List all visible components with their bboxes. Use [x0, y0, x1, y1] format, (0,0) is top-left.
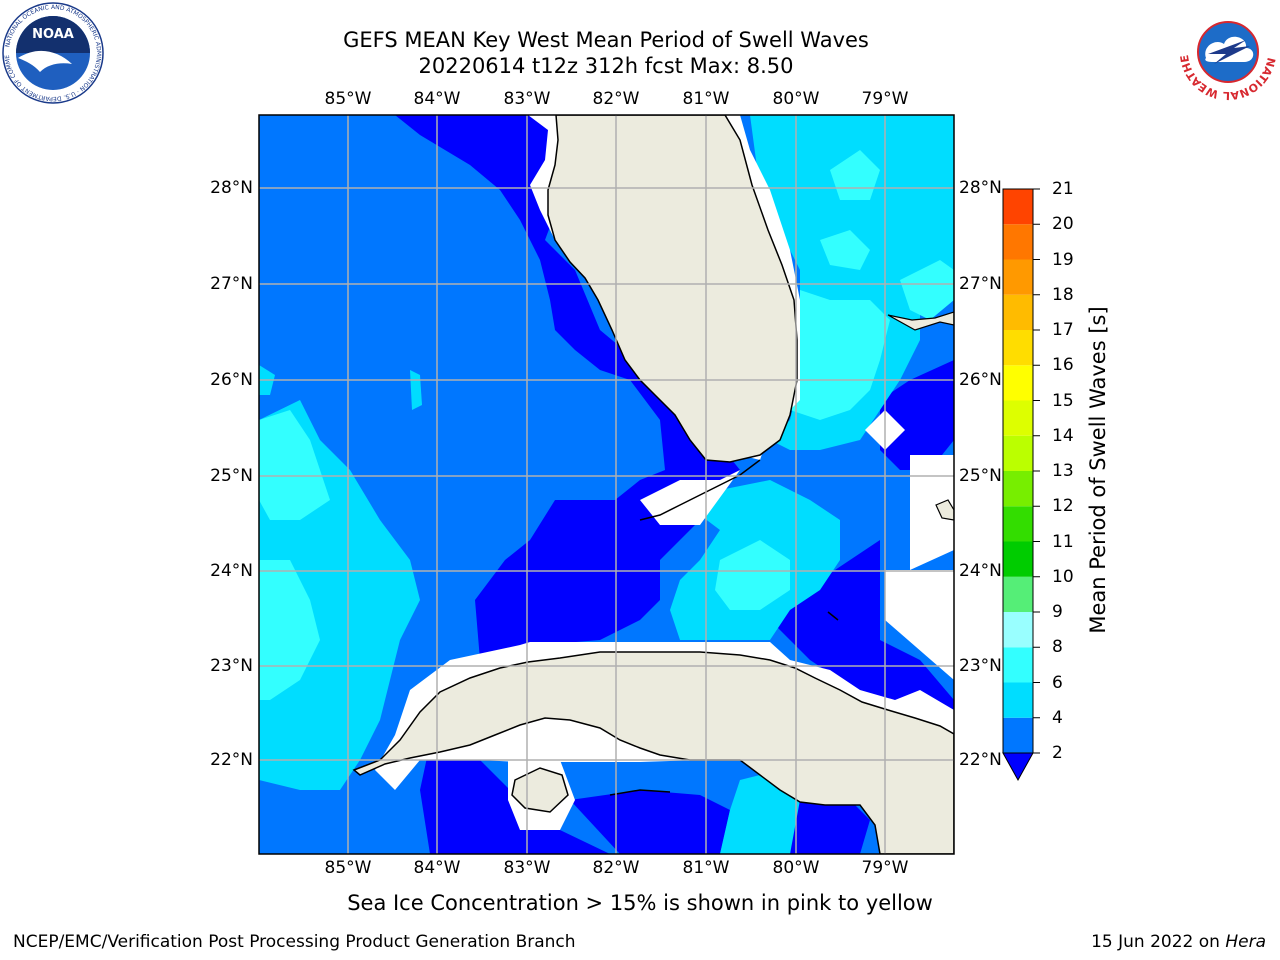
credit-host: Hera [1225, 932, 1266, 952]
lon-label-top: 81°W [682, 89, 730, 109]
colorbar-tick-label: 17 [1052, 320, 1074, 340]
credit-date-text: 15 Jun 2022 on [1091, 932, 1226, 952]
colorbar-tick-label: 21 [1052, 179, 1074, 199]
colorbar-tick-label: 14 [1052, 425, 1074, 446]
chart-title: GEFS MEAN Key West Mean Period of Swell … [343, 28, 869, 52]
nws-logo: NATIONAL WEATHER SERVICE [1178, 2, 1278, 102]
colorbar-segments [1003, 189, 1033, 753]
small-cay [827, 611, 839, 621]
lat-label-right: 24°N [959, 561, 1002, 581]
florida-land [547, 115, 798, 463]
colorbar-segment [1003, 576, 1033, 612]
colorbar-under-triangle [1002, 752, 1034, 782]
lon-label-bottom: 80°W [772, 858, 820, 878]
colorbar-tick-label: 6 [1052, 672, 1063, 693]
lat-label-left: 22°N [210, 750, 253, 770]
lon-label-bottom: 82°W [592, 858, 640, 878]
lat-label-left: 23°N [210, 656, 253, 676]
cuba-land [352, 651, 954, 854]
colorbar-segment [1003, 189, 1033, 225]
lat-label-left: 26°N [210, 370, 253, 390]
noaa-center-text: NOAA [32, 27, 74, 42]
credit-branch: NCEP/EMC/Verification Post Processing Pr… [13, 932, 576, 952]
colorbar-tick-label: 10 [1052, 566, 1074, 587]
florida-keys [639, 459, 761, 521]
colorbar-tick-label: 9 [1052, 602, 1063, 622]
colorbar-segment [1003, 400, 1033, 436]
colorbar-tick-label: 11 [1052, 531, 1074, 552]
isla-de-la-juventud [511, 767, 569, 813]
swell-field-6-8 [259, 150, 954, 700]
lon-label-bottom: 81°W [682, 858, 730, 878]
colorbar-tick-label: 18 [1052, 284, 1074, 305]
map-frame [258, 114, 955, 855]
lon-label-top: 85°W [324, 89, 372, 109]
colorbar-tick-label: 15 [1052, 390, 1074, 411]
lon-label-bottom: 85°W [324, 858, 372, 878]
colorbar-segment [1003, 541, 1033, 577]
lon-label-top: 84°W [413, 89, 461, 109]
colorbar-tick-label: 8 [1052, 637, 1063, 658]
lon-label-top: 83°W [503, 89, 551, 109]
colorbar-tick-label: 20 [1052, 214, 1074, 235]
colorbar-segment [1003, 682, 1033, 718]
colorbar-segment [1003, 365, 1033, 401]
colorbar-tick-label: 16 [1052, 355, 1074, 376]
lat-label-left: 27°N [210, 274, 253, 294]
map-gridlines [259, 115, 954, 854]
lat-label-left: 25°N [210, 466, 253, 486]
lon-label-top: 80°W [772, 89, 820, 109]
colorbar-segment [1003, 224, 1033, 260]
lon-label-bottom: 83°W [503, 858, 551, 878]
colorbar-label: Mean Period of Swell Waves [s] [1086, 306, 1110, 634]
sea-ice-note: Sea Ice Concentration > 15% is shown in … [0, 891, 1280, 915]
colorbar-segment [1003, 647, 1033, 683]
lon-label-bottom: 84°W [413, 858, 461, 878]
lat-label-right: 23°N [959, 656, 1002, 676]
colorbar-segment [1003, 330, 1033, 366]
colorbar-segment [1003, 506, 1033, 542]
sea-ice-note-text: Sea Ice Concentration > 15% is shown in … [347, 891, 933, 915]
colorbar-tick-label: 4 [1052, 707, 1063, 728]
colorbar-segment [1003, 717, 1033, 753]
lat-label-left: 28°N [210, 178, 253, 198]
noaa-logo: NATIONAL OCEANIC AND ATMOSPHERIC ADMINIS… [2, 2, 104, 104]
colorbar-tick-label: 13 [1052, 461, 1074, 481]
lon-label-top: 82°W [592, 89, 640, 109]
lat-label-right: 27°N [959, 274, 1002, 294]
lat-label-right: 28°N [959, 178, 1002, 198]
bahamas-land [887, 311, 954, 331]
lat-label-left: 24°N [210, 561, 253, 581]
lon-label-bottom: 79°W [861, 858, 909, 878]
lat-label-right: 26°N [959, 370, 1002, 390]
bahamas-island [935, 499, 954, 521]
cuba-cays [609, 789, 671, 796]
credit-date: 15 Jun 2022 on Hera [1091, 932, 1266, 952]
colorbar-segment [1003, 294, 1033, 330]
colorbar-segment [1003, 612, 1033, 648]
lat-label-right: 25°N [959, 466, 1002, 486]
colorbar-tick-label: 19 [1052, 249, 1074, 270]
colorbar-segment [1003, 259, 1033, 295]
chart-subtitle: 20220614 t12z 312h fcst Max: 8.50 [418, 54, 794, 78]
colorbar-tick-label: 2 [1052, 743, 1063, 763]
colorbar-segment [1003, 435, 1033, 471]
lon-label-top: 79°W [861, 89, 909, 109]
lat-label-right: 22°N [959, 750, 1002, 770]
colorbar-tick-label: 12 [1052, 496, 1074, 517]
colorbar-ticks [1033, 188, 1040, 754]
colorbar-segment [1003, 471, 1033, 507]
